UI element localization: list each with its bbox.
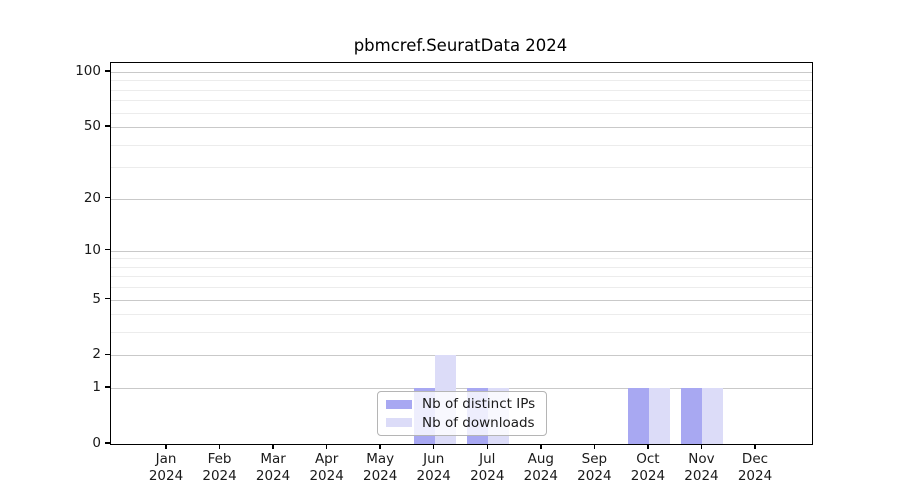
plot-area <box>110 62 813 445</box>
x-axis-tick <box>700 444 703 449</box>
x-axis-tick-label: May 2024 <box>362 451 398 484</box>
bar-oct-distinct-ips <box>627 388 649 444</box>
y-axis-tick-label: 50 <box>83 118 101 135</box>
gridline-major <box>111 299 812 301</box>
gridline-major <box>111 250 812 252</box>
y-axis-tick <box>105 386 110 388</box>
x-axis-tick <box>218 444 221 449</box>
x-axis-tick <box>379 444 381 449</box>
gridline-minor <box>111 314 812 316</box>
x-axis-tick-label: Sep 2024 <box>577 451 612 484</box>
gridline-minor <box>111 266 812 268</box>
gridline-minor <box>111 332 812 334</box>
x-axis-tick-label: Aug 2024 <box>523 451 558 484</box>
x-axis-tick-label: Jul 2024 <box>470 451 505 484</box>
x-axis-tick <box>325 444 328 449</box>
legend: Nb of distinct IPs Nb of downloads <box>377 391 547 436</box>
gridline-minor <box>111 100 812 102</box>
legend-item-distinct-ips: Nb of distinct IPs <box>386 396 538 412</box>
x-axis-tick <box>165 444 167 449</box>
y-axis-tick-label: 0 <box>92 435 101 451</box>
gridline-major <box>111 388 812 390</box>
chart-title: pbmcref.SeuratData 2024 <box>353 36 568 55</box>
y-axis-tick-label: 1 <box>92 379 101 396</box>
y-axis-tick <box>105 249 110 251</box>
y-axis-tick-label: 2 <box>92 346 101 363</box>
x-axis-tick-label: Mar 2024 <box>255 451 291 484</box>
y-axis-tick <box>105 442 110 444</box>
x-axis-tick-label: Jan 2024 <box>148 451 184 484</box>
y-axis-tick <box>105 196 110 199</box>
x-axis-tick <box>647 444 649 449</box>
gridline-minor <box>111 144 812 146</box>
y-axis-tick <box>105 70 110 72</box>
x-axis-tick-label: Feb 2024 <box>202 451 237 484</box>
gridline-minor <box>111 112 812 114</box>
bar-nov-downloads <box>702 388 724 444</box>
gridline-minor <box>111 80 812 82</box>
legend-item-downloads: Nb of downloads <box>386 415 538 431</box>
legend-label-distinct-ips: Nb of distinct IPs <box>422 396 536 413</box>
x-axis-tick <box>486 444 488 449</box>
gridline-major <box>111 198 812 200</box>
gridline-major <box>111 355 812 357</box>
y-axis-tick-label: 100 <box>75 63 101 80</box>
x-axis-tick-label: Oct 2024 <box>630 451 666 484</box>
x-axis-tick-label: Dec 2024 <box>737 451 773 484</box>
x-axis-tick <box>754 444 756 449</box>
y-axis-tick-label: 10 <box>83 241 101 258</box>
x-axis-tick <box>593 444 596 449</box>
gridline-major <box>111 72 812 74</box>
x-axis-tick <box>540 444 542 449</box>
x-axis-tick-label: Apr 2024 <box>309 451 344 484</box>
legend-swatch-downloads <box>386 418 412 428</box>
bar-oct-downloads <box>648 388 670 444</box>
x-axis-tick <box>272 444 274 449</box>
y-axis-tick <box>105 297 110 300</box>
gridline-minor <box>111 276 812 278</box>
x-axis-tick <box>433 444 435 449</box>
legend-label-downloads: Nb of downloads <box>422 414 535 431</box>
bar-nov-distinct-ips <box>681 388 703 444</box>
y-axis-tick-label: 20 <box>83 189 101 206</box>
gridline-minor <box>111 167 812 169</box>
gridline-minor <box>111 287 812 289</box>
y-axis-tick <box>105 125 110 127</box>
legend-swatch-distinct-ips <box>386 399 412 409</box>
x-axis-tick-label: Nov 2024 <box>684 451 719 484</box>
y-axis-tick-label: 5 <box>92 290 101 307</box>
x-axis-tick-label: Jun 2024 <box>416 451 451 484</box>
gridline-minor <box>111 258 812 260</box>
gridline-minor <box>111 89 812 91</box>
y-axis-tick <box>105 353 110 356</box>
gridline-major <box>111 127 812 129</box>
